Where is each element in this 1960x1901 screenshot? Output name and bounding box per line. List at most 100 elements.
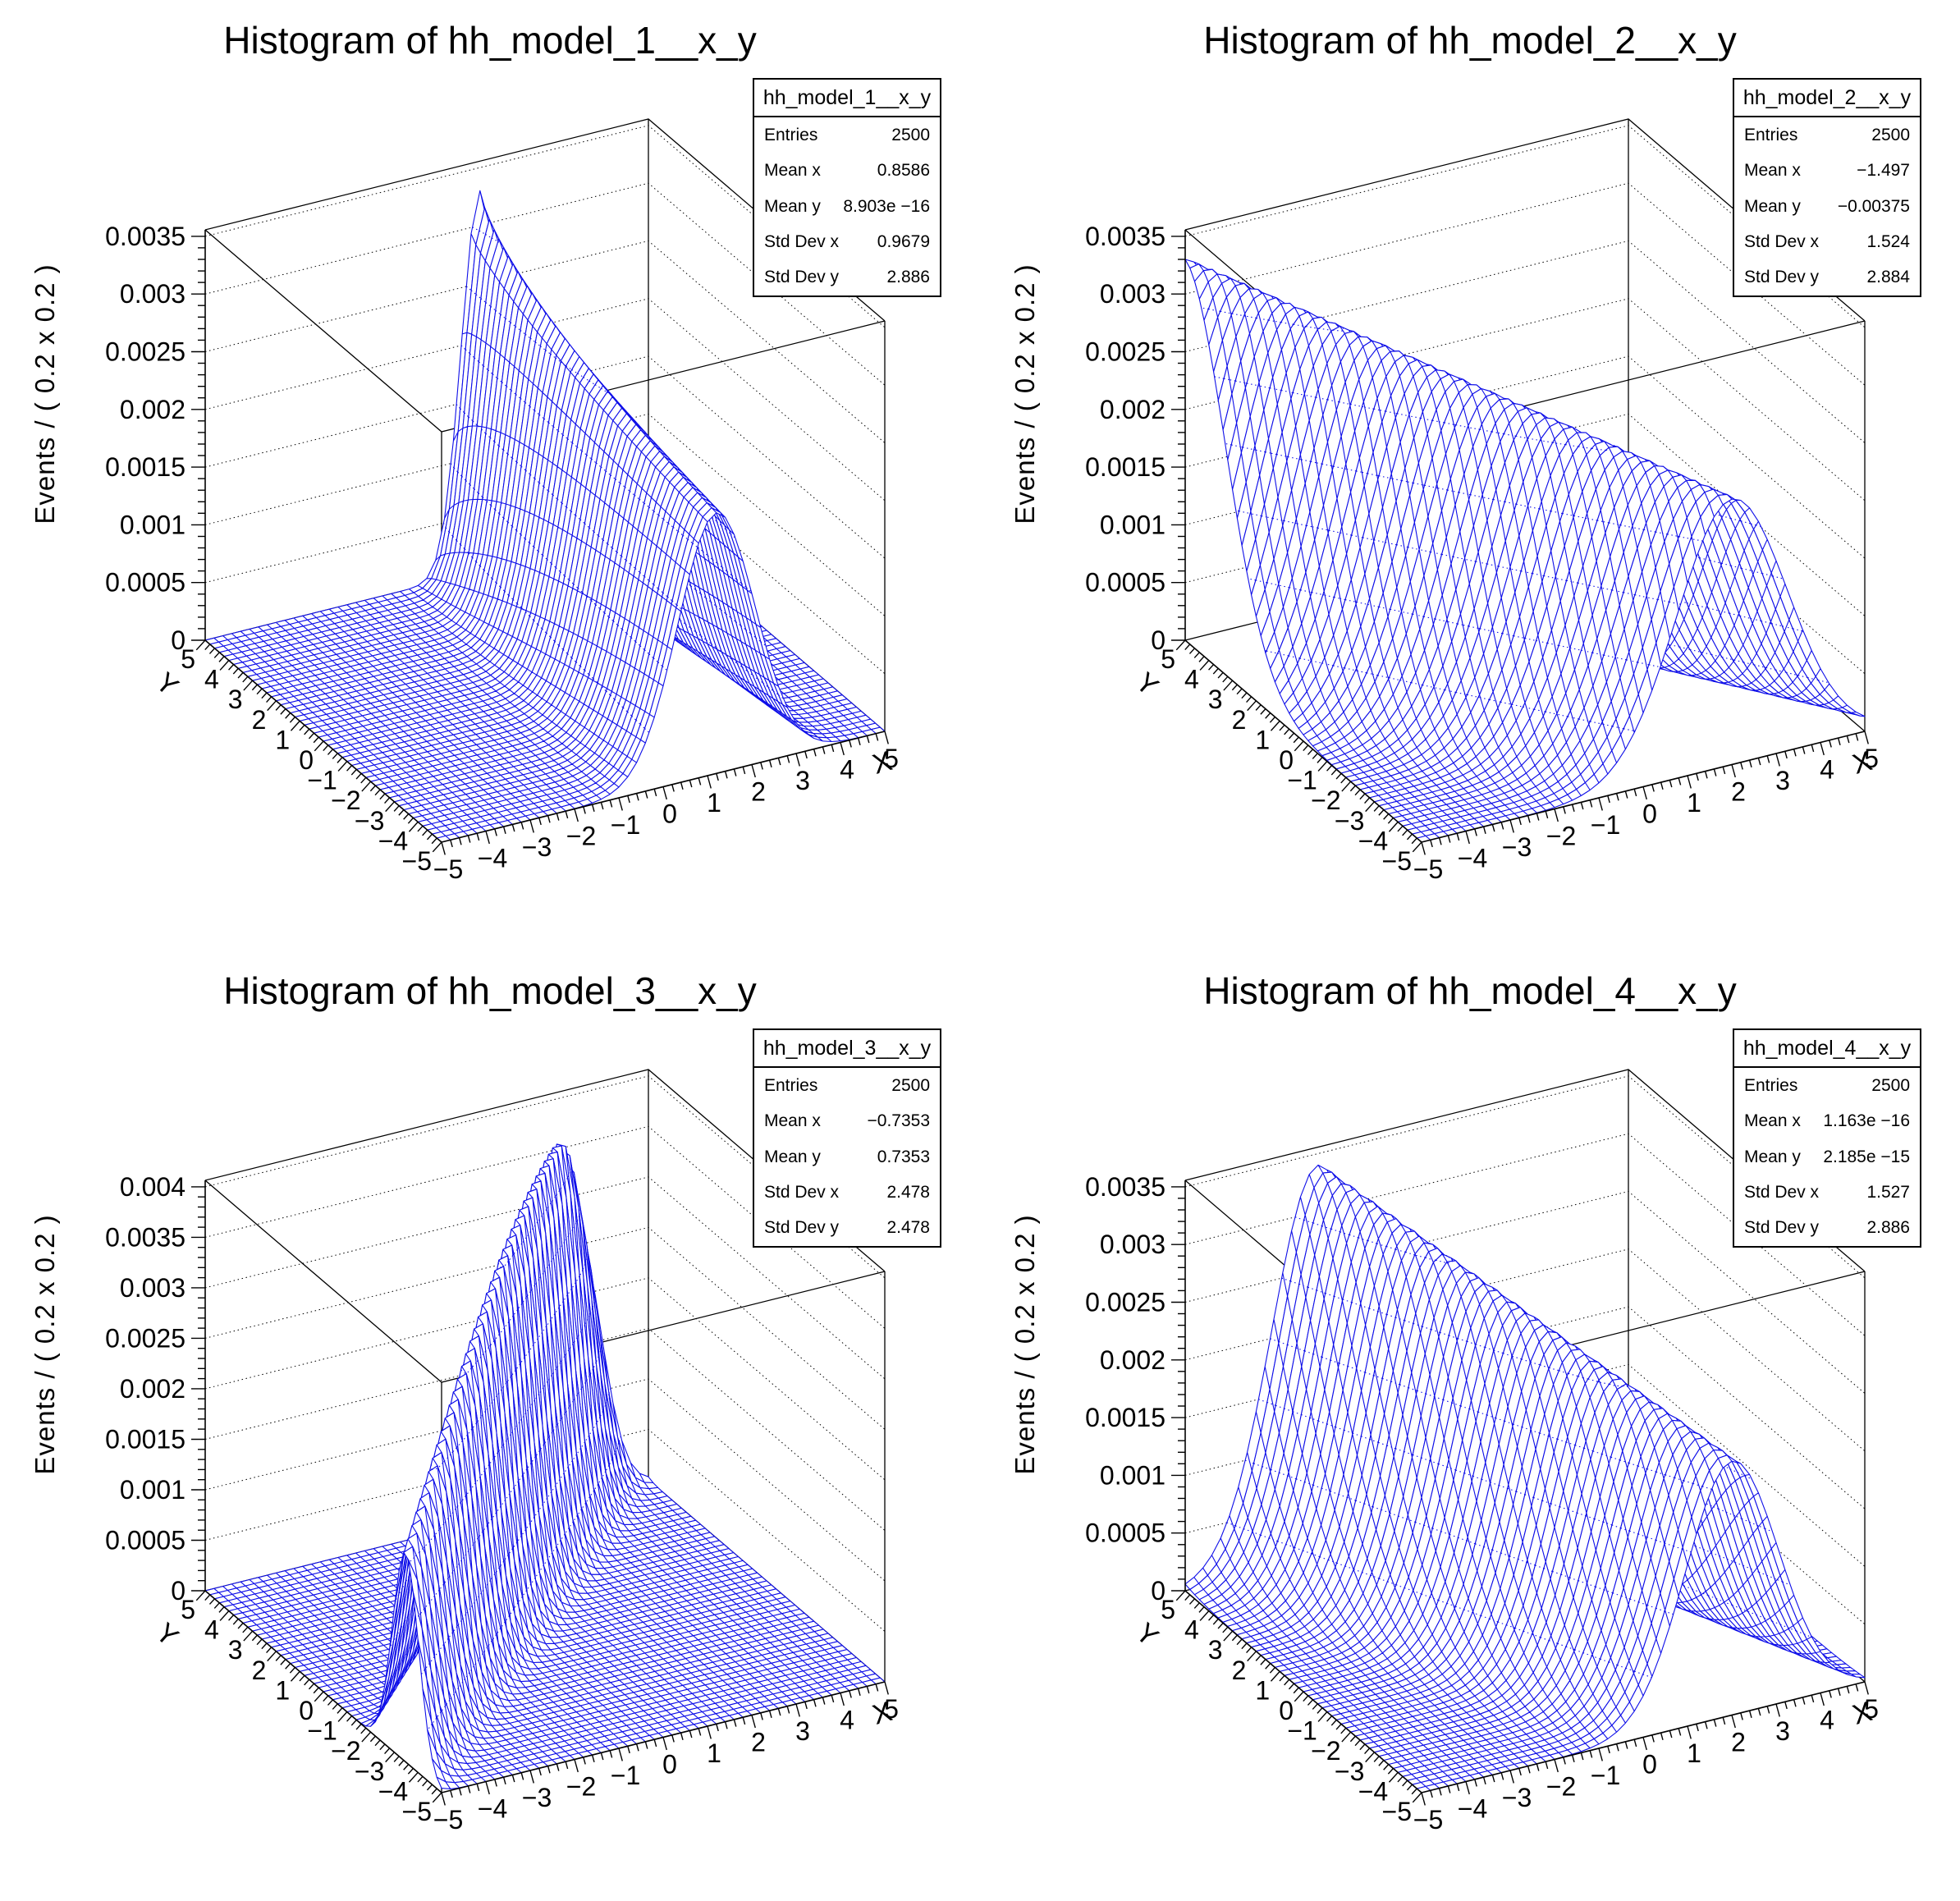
z-axis-title: Events / ( 0.2 x 0.2 ) [30,1214,60,1474]
stat-value: 0.8586 [877,161,930,181]
stat-label: Entries [1744,125,1798,144]
surface-contour [597,488,727,688]
z-axis-tick-label: 0.0005 [105,1526,185,1555]
surface-contour [1591,1454,1765,1660]
stat-label: Mean y [1744,1147,1801,1166]
stat-value: 2.185e −15 [1823,1147,1910,1166]
x-axis-tick-label: −2 [566,822,596,851]
x-axis-tick-label: 3 [795,1716,810,1746]
x-axis-tick-label: 4 [840,755,854,785]
x-axis-tick-label: −3 [1502,1783,1532,1812]
stat-value: 2.886 [1866,1218,1910,1238]
stat-label: Std Dev x [764,231,840,251]
z-axis-tick-label: 0.0005 [1085,568,1165,598]
stats-row: Std Dev y 2.884 [1734,260,1920,295]
y-axis-tick-label: −1 [1287,1716,1317,1746]
y-axis-tick-label: 3 [1208,1635,1223,1665]
y-axis-title: Y [1129,1617,1164,1652]
stat-label: Std Dev y [1744,1218,1820,1238]
surface-plot-4: −5 −4 −3 −2 −1 0 1 2 3 4 5543210−1−2−3−4−500.00050… [1010,1069,1879,1835]
surface-contour [1608,1461,1781,1666]
surface-contour [408,1561,447,1711]
stats-row: Mean y 0.7353 [754,1139,940,1175]
y-axis-tick-label: 5 [1161,1595,1175,1624]
surface-contour [1600,1458,1773,1663]
y-axis-tick-label: 5 [181,1595,195,1624]
stat-label: Mean y [764,1147,821,1166]
stat-value: 2500 [891,1075,930,1095]
surface-contour [1567,510,1776,720]
stat-value: 2.886 [886,268,930,287]
surface-contour [1511,449,1723,708]
surface-contour [415,1615,442,1718]
surface-contour [1574,1448,1749,1654]
stat-label: Entries [1744,1075,1798,1095]
y-axis-tick-label: −5 [402,846,432,876]
stat-value: −1.497 [1857,161,1910,181]
stat-value: 1.524 [1866,231,1910,251]
stat-value: 2500 [891,125,930,144]
surface-contour [1642,1475,1812,1679]
panel-title: Histogram of hh_model_1__x_y [223,19,757,62]
x-axis-tick-label: −1 [611,1761,640,1790]
y-axis-title: Y [149,666,184,702]
panel-title: Histogram of hh_model_4__x_y [1203,969,1737,1012]
stat-value: 0.9679 [877,231,930,251]
stats-row: Entries 2500 [1734,117,1920,153]
x-axis-tick-label: 1 [1687,788,1701,818]
y-axis-tick-label: 0 [1279,1696,1294,1725]
stat-label: Entries [764,125,818,144]
stats-row: Mean x 1.163e −16 [1734,1103,1920,1138]
x-axis-tick-label: 2 [751,1728,766,1757]
stats-box-title: hh_model_4__x_y [1734,1030,1920,1068]
x-axis-tick-label: −1 [611,810,640,840]
surface-contour [472,311,570,562]
z-axis-tick-label: 0.001 [120,510,185,539]
y-axis-tick-label: −5 [402,1797,432,1826]
x-axis-tick-label: 1 [707,788,721,818]
surface-contour [407,1427,506,1652]
z-axis-tick-label: 0 [1151,625,1165,655]
surface-contour [1625,1468,1797,1672]
y-axis-title: Y [1129,666,1164,702]
stat-label: Std Dev y [764,1218,840,1238]
z-axis-title: Events / ( 0.2 x 0.2 ) [30,263,60,524]
z-axis-tick-label: 0.0035 [1085,1172,1165,1202]
x-axis-tick-label: −3 [1502,832,1532,862]
z-axis-tick-label: 0.0025 [105,337,185,367]
y-axis-tick-label: 5 [1161,644,1175,674]
x-axis-tick-label: 1 [1687,1738,1701,1768]
surface-contour [396,1447,492,1670]
surface-contour [400,1441,497,1665]
stat-label: Entries [764,1075,818,1095]
x-axis-tick-label: −5 [1413,1805,1443,1835]
z-axis-tick-label: 0.003 [120,279,185,309]
x-axis-tick-label: 5 [1864,744,1879,773]
surface-plot-1: −5 −4 −3 −2 −1 0 1 2 3 4 5543210−1−2−3−4−500.00050… [30,118,899,884]
x-axis-tick-label: 1 [707,1738,721,1768]
stat-value: 2.478 [886,1182,930,1202]
z-axis-tick-label: 0.0025 [105,1323,185,1353]
y-axis-tick-label: 4 [204,665,219,694]
y-axis-tick-label: 3 [228,685,243,714]
x-axis-tick-label: 4 [1820,1706,1834,1735]
z-axis-tick-label: 0.0035 [1085,222,1165,251]
x-axis-tick-label: −4 [1458,844,1487,873]
x-axis-tick-label: 4 [1820,755,1834,785]
z-axis-tick-label: 0.0035 [105,222,185,251]
y-axis-tick-label: 4 [204,1615,219,1645]
y-axis-tick-label: −4 [378,1776,408,1806]
y-axis-tick-label: 4 [1184,1615,1199,1645]
x-axis-tick-label: −4 [478,844,507,873]
z-axis-tick-label: 0 [171,1576,185,1606]
surface-mesh [204,190,886,843]
stats-row: Mean x −1.497 [1734,153,1920,188]
x-axis-tick-label: 0 [1642,799,1657,829]
x-axis-tick-label: 2 [1731,1728,1746,1757]
y-axis-tick-label: −2 [1311,1736,1340,1766]
y-axis-tick-label: −1 [307,766,337,795]
z-axis-title: Events / ( 0.2 x 0.2 ) [1010,1214,1040,1474]
x-axis-tick-label: −2 [1546,1772,1576,1802]
surface-contour [550,392,671,642]
